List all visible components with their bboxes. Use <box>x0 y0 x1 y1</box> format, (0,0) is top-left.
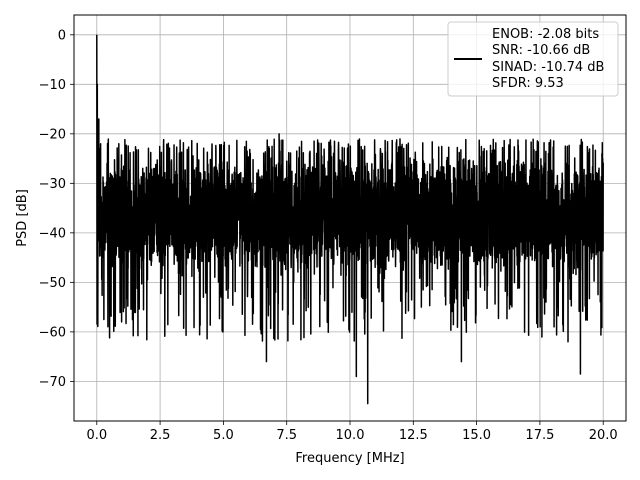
psd-series-line <box>96 34 604 405</box>
x-tick-label: 17.5 <box>525 428 554 443</box>
y-tick-label: −30 <box>39 177 66 192</box>
legend-snr: SNR: -10.66 dB <box>492 43 590 58</box>
y-tick-label: −60 <box>39 325 66 340</box>
y-tick-label: −40 <box>39 226 66 241</box>
x-tick-label: 2.5 <box>150 428 171 443</box>
x-tick-label: 20.0 <box>589 428 618 443</box>
y-tick-label: −70 <box>39 375 66 390</box>
axis-ticks: 0.0 2.5 5.0 7.5 10.0 12.5 15.0 17.5 20.0 0 −10 −20 −… <box>39 28 618 443</box>
legend: ENOB: -2.08 bits SNR: -10.66 dB SINAD: -… <box>447 21 619 97</box>
series-group <box>96 34 604 405</box>
x-tick-label: 15.0 <box>462 428 491 443</box>
y-tick-label: −20 <box>39 127 66 142</box>
legend-enob: ENOB: -2.08 bits <box>492 27 599 42</box>
legend-box <box>447 21 619 97</box>
x-tick-label: 10.0 <box>336 428 365 443</box>
legend-sinad: SINAD: -10.74 dB <box>492 60 604 75</box>
x-tick-label: 0.0 <box>86 428 107 443</box>
y-tick-label: −10 <box>39 78 66 93</box>
y-axis-label: PSD [dB] <box>15 189 30 247</box>
x-axis-label: Frequency [MHz] <box>295 451 404 466</box>
x-tick-label: 5.0 <box>213 428 234 443</box>
y-tick-label: −50 <box>39 276 66 291</box>
x-tick-label: 12.5 <box>399 428 428 443</box>
x-tick-label: 7.5 <box>276 428 297 443</box>
legend-sfdr: SFDR: 9.53 <box>492 76 564 91</box>
y-tick-label: 0 <box>58 28 66 43</box>
